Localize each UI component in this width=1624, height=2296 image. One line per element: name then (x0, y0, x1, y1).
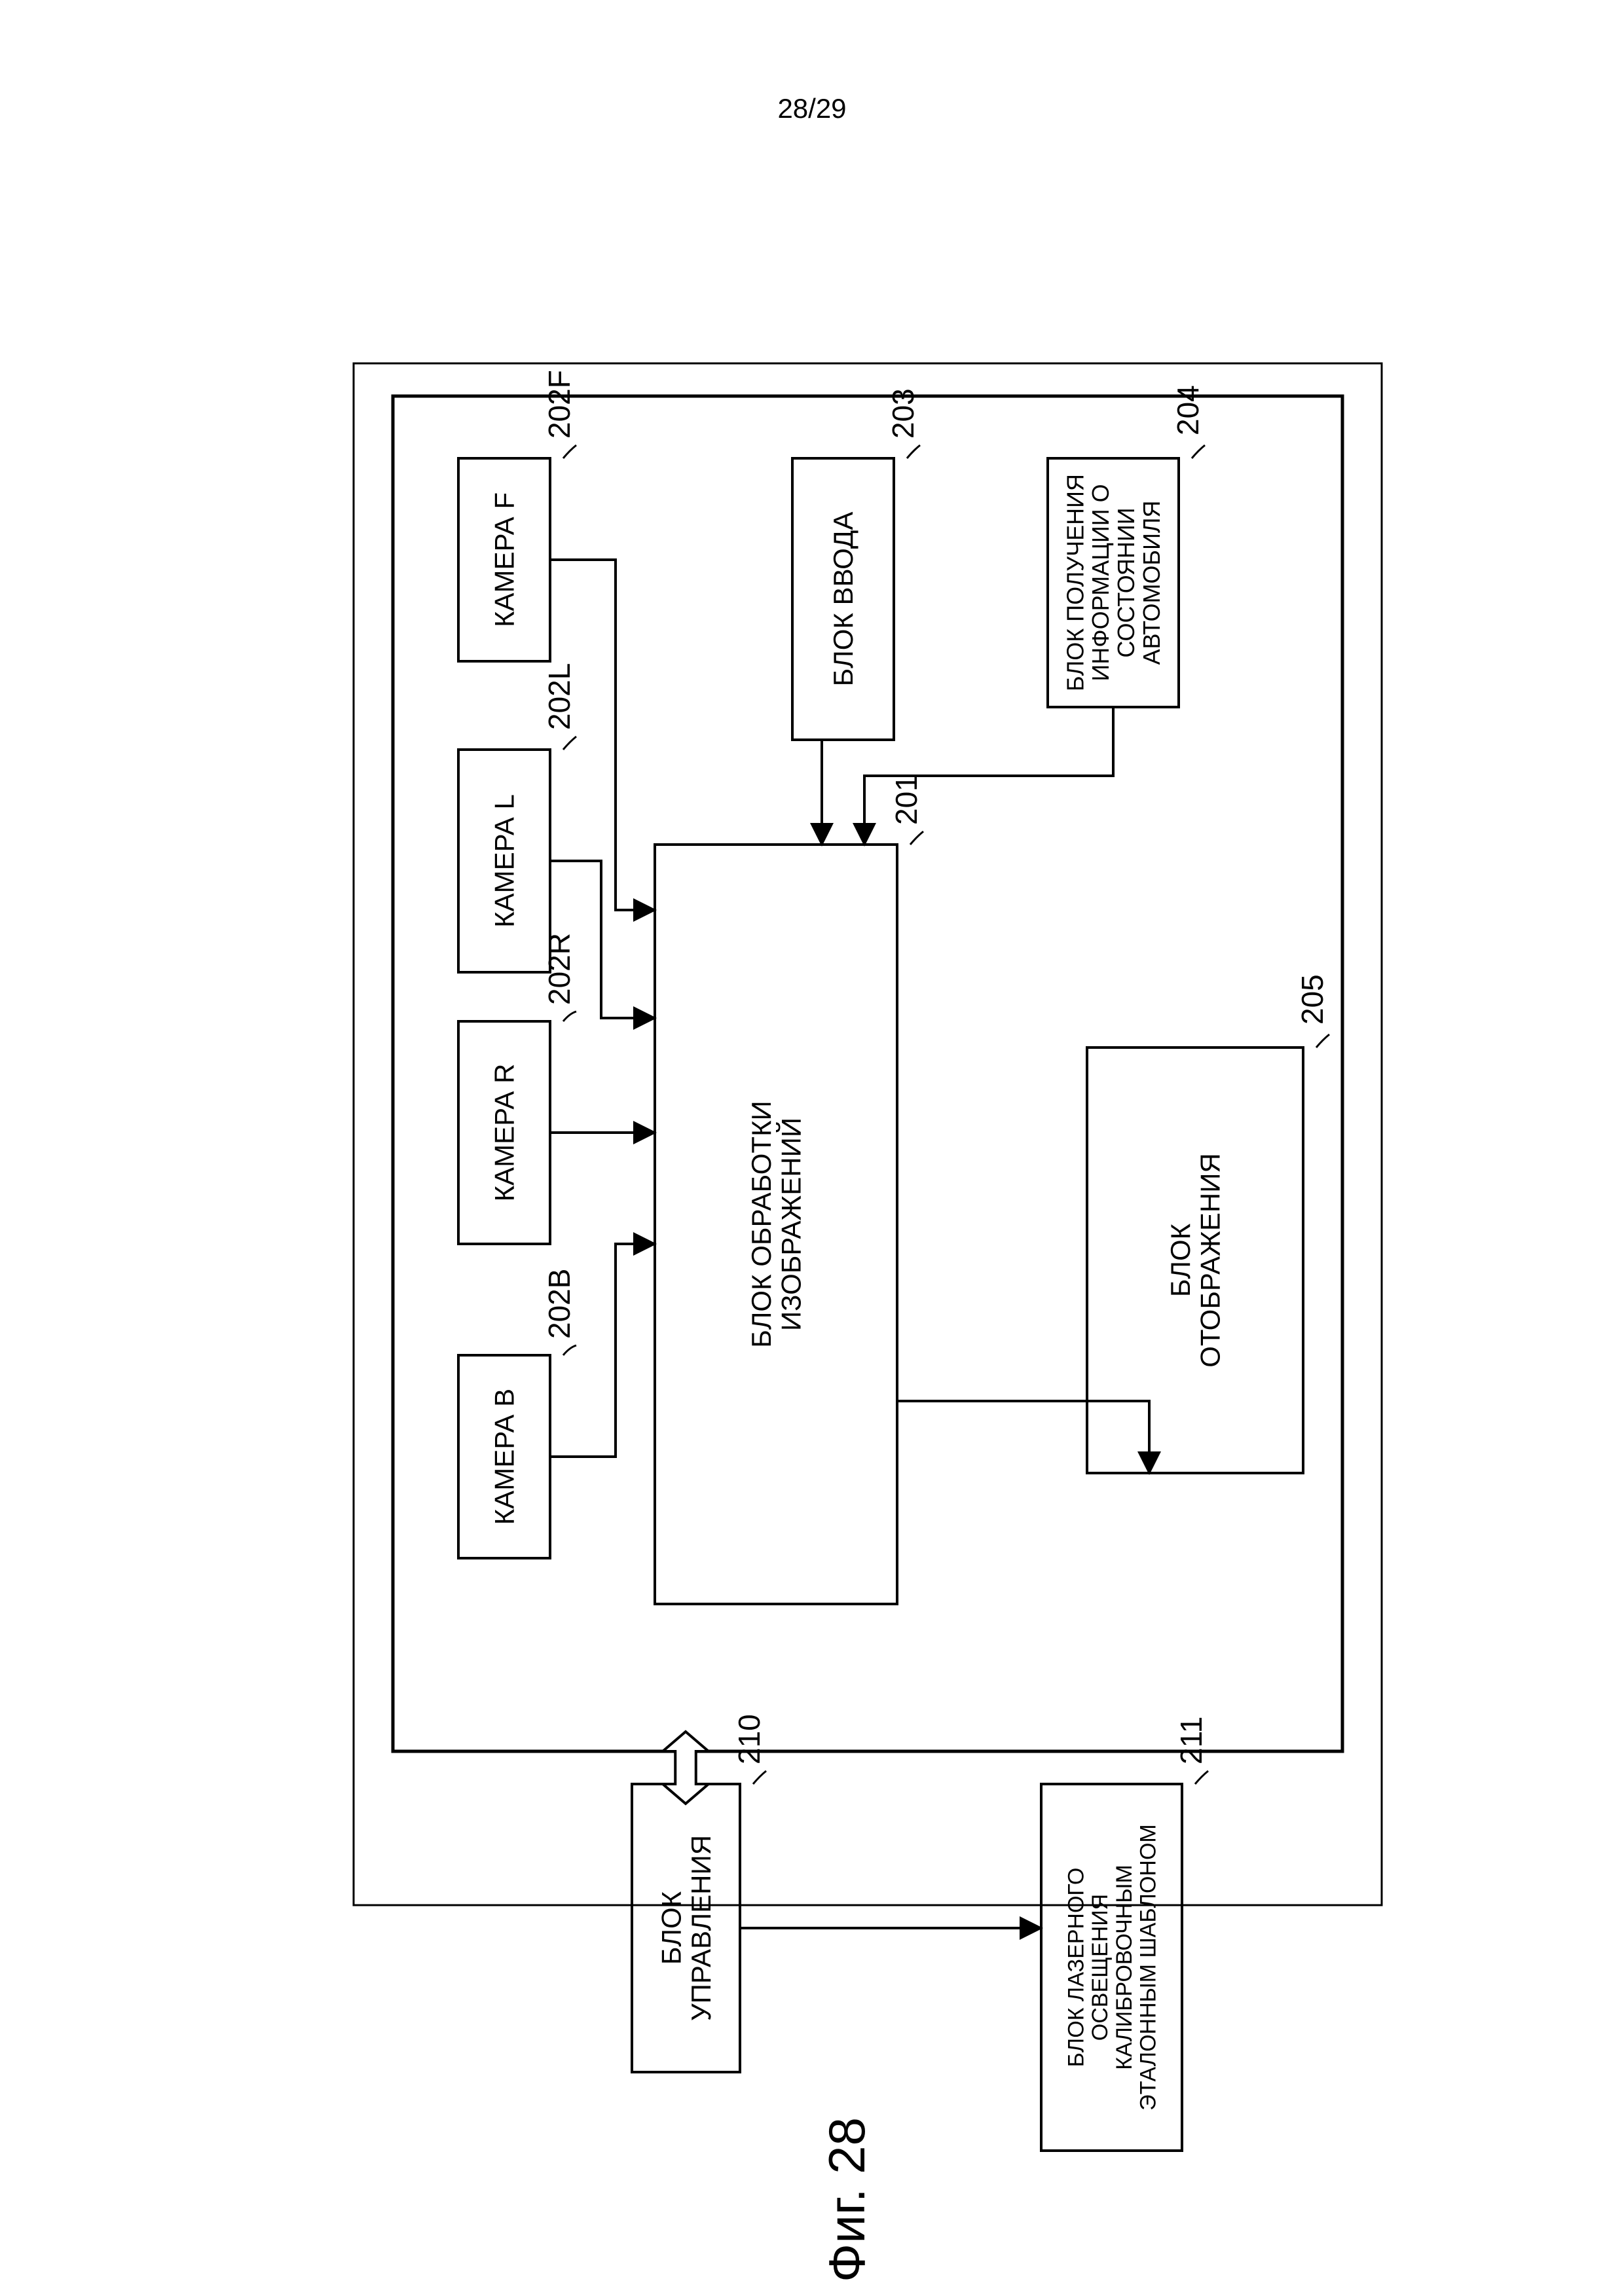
block-label-line: БЛОК ОБРАБОТКИ (746, 1101, 777, 1347)
block-label-line: ОТОБРАЖЕНИЯ (1194, 1153, 1225, 1368)
block-label: КАМЕРА R (489, 1064, 520, 1202)
block-input: БЛОК ВВОДА (792, 458, 894, 740)
block-label-line: СОСТОЯНИИ (1113, 507, 1139, 657)
block-label-line: БЛОК ПОЛУЧЕНИЯ (1061, 474, 1088, 691)
svg-text:Фиг. 28: Фиг. 28 (818, 2117, 876, 2282)
block-label-line: БЛОК ЛАЗЕРНОГО (1063, 1868, 1088, 2068)
ref-number: 202B (542, 1269, 576, 1339)
connector (897, 1401, 1149, 1473)
ref-camera_b: 202B (542, 1269, 576, 1355)
block-label: БЛОК ВВОДА (828, 512, 858, 687)
block-label: КАМЕРА L (489, 794, 520, 928)
block-label-line: БЛОК (1165, 1223, 1196, 1297)
block-label-line: АВТОМОБИЛЯ (1138, 500, 1165, 665)
ref-number: 202F (542, 370, 576, 439)
block-label: КАМЕРА F (489, 492, 520, 627)
ref-display: 205 (1295, 974, 1329, 1048)
block-label-line: КАЛИБРОВОЧНЫМ (1112, 1865, 1137, 2070)
ref-number: 203 (886, 388, 920, 439)
ref-number: 210 (732, 1714, 766, 1764)
ref-camera_r: 202R (542, 933, 576, 1021)
ref-number: 202R (542, 933, 576, 1005)
connector (550, 560, 655, 910)
ref-input: 203 (886, 388, 920, 458)
block-label-line: ЭТАЛОННЫМ ШАБЛОНОМ (1135, 1824, 1160, 2110)
block-label-line: УПРАВЛЕНИЯ (686, 1835, 716, 2021)
ref-number: 202L (542, 663, 576, 730)
bidirectional-arrow (663, 1732, 709, 1804)
figure-label: Фиг. 28 (818, 2117, 876, 2282)
block-car_state: БЛОК ПОЛУЧЕНИЯИНФОРМАЦИИ ОСОСТОЯНИИАВТОМ… (1048, 458, 1179, 707)
ref-number: 211 (1174, 1717, 1208, 1764)
ref-number: 204 (1171, 385, 1205, 435)
ref-number: 205 (1295, 974, 1329, 1025)
block-label: КАМЕРА B (489, 1389, 520, 1525)
block-camera_f: КАМЕРА F (458, 458, 550, 661)
ref-control: 210 (732, 1714, 766, 1784)
ref-laser: 211 (1174, 1717, 1208, 1784)
page-number: 28/29 (777, 93, 846, 124)
block-label-line: ОСВЕЩЕНИЯ (1088, 1894, 1113, 2041)
block-display: БЛОКОТОБРАЖЕНИЯ (1087, 1048, 1303, 1473)
block-control: БЛОКУПРАВЛЕНИЯ (632, 1784, 740, 2072)
ref-processing: 201 (889, 774, 923, 845)
ref-car_state: 204 (1171, 385, 1205, 458)
ref-camera_l: 202L (542, 663, 576, 750)
block-camera_l: КАМЕРА L (458, 750, 550, 972)
ref-number: 201 (889, 774, 923, 825)
block-camera_r: КАМЕРА R (458, 1021, 550, 1244)
block-processing: БЛОК ОБРАБОТКИИЗОБРАЖЕНИЙ (655, 845, 897, 1604)
block-label-line: БЛОК (656, 1891, 687, 1965)
block-camera_b: КАМЕРА B (458, 1355, 550, 1558)
block-label-line: ИНФОРМАЦИИ О (1087, 484, 1114, 681)
system-frame (393, 396, 1342, 1751)
block-label-line: ИЗОБРАЖЕНИЙ (775, 1118, 806, 1331)
ref-camera_f: 202F (542, 370, 576, 458)
block-laser: БЛОК ЛАЗЕРНОГООСВЕЩЕНИЯКАЛИБРОВОЧНЫМЭТАЛ… (1041, 1784, 1182, 2151)
